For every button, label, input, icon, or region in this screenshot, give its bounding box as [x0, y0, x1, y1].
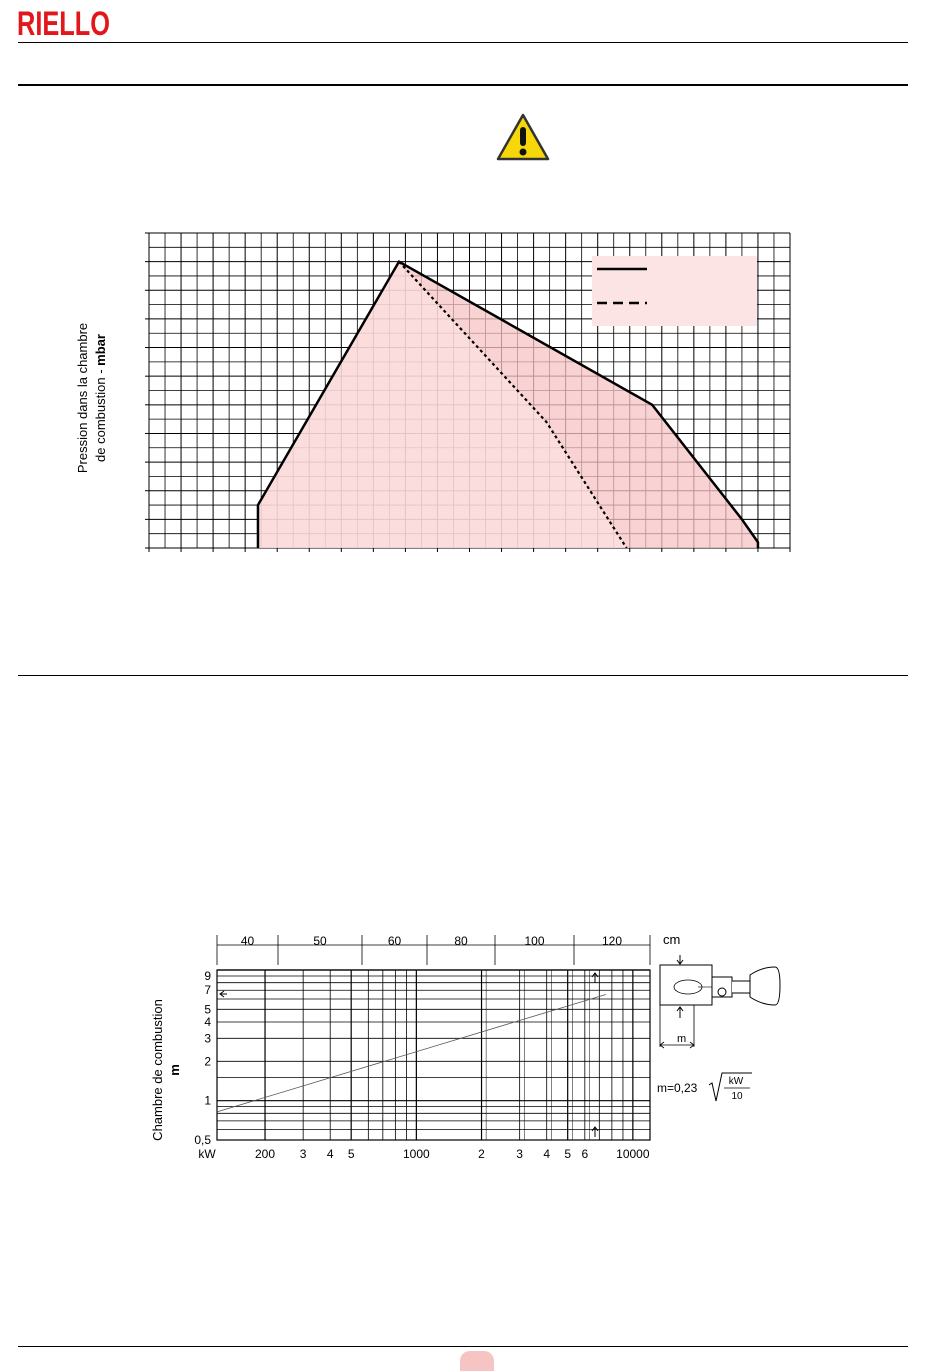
x-tick-labels: kW 200 3 4 5 1000 2 3 4 5 6 10000: [198, 1147, 650, 1161]
diagram-m-label: m: [677, 1033, 686, 1045]
y-tick-labels: 0,5 1 2 3 45 79: [194, 969, 211, 1147]
top-cm-scale: 40 50 60 80 100 120: [216, 934, 651, 965]
x-tick-label: kW: [198, 1147, 216, 1161]
svg-text:10: 10: [731, 1091, 743, 1102]
x-tick-label: 200: [255, 1147, 275, 1161]
x-tick-label: 6: [581, 1147, 588, 1161]
y-tick-label: 7: [204, 983, 211, 997]
logo-text: RIELLO: [17, 5, 110, 40]
x-tick-label: 2: [478, 1147, 485, 1161]
top-scale-label: 100: [524, 934, 544, 948]
legend-box: [592, 256, 757, 326]
svg-text:kW: kW: [729, 1076, 744, 1087]
warning-triangle-icon: [496, 113, 550, 161]
x-tick-label: 5: [348, 1147, 355, 1161]
up-arrow-icon-lower: [591, 1126, 599, 1137]
y-tick-label: 0,5: [194, 1133, 211, 1147]
y-axis-unit: m: [167, 1064, 182, 1076]
top-scale-label: 40: [241, 934, 255, 948]
footer-rule: [18, 1346, 908, 1347]
y-tick-label: 1: [204, 1094, 211, 1108]
svg-text:m=0,23: m=0,23: [657, 1081, 698, 1095]
x-tick-label: 5: [564, 1147, 571, 1161]
x-tick-label: 10000: [616, 1147, 650, 1161]
riello-logo: RIELLO: [17, 5, 110, 40]
left-arrow-icon: [219, 990, 227, 998]
formula: m=0,23 kW 10: [657, 1072, 752, 1102]
y-tick-label: 4: [204, 1015, 211, 1029]
working-range-inner-fill: [257, 261, 627, 548]
series-dashed-line: [398, 260, 628, 548]
y-tick-label: 3: [204, 1031, 211, 1045]
section-rule-top: [18, 84, 908, 86]
x-tick-label: 4: [327, 1147, 334, 1161]
top-scale-label: 120: [602, 934, 622, 948]
chamber-length-line: [216, 994, 606, 1113]
page-number-badge: [460, 1351, 494, 1371]
x-tick-label: 1000: [403, 1147, 430, 1161]
x-tick-label: 4: [543, 1147, 550, 1161]
x-tick-label: 3: [300, 1147, 307, 1161]
top-scale-label: 50: [313, 934, 327, 948]
section-rule-middle: [18, 675, 908, 676]
top-scale-label: 80: [454, 934, 468, 948]
top-scale-label: 60: [388, 934, 402, 948]
burner-diagram: [659, 955, 781, 1049]
y-tick-label: 2: [204, 1054, 211, 1068]
top-scale-unit: cm: [663, 932, 680, 947]
firing-range-chart: Pression dans la chambre de combustion -…: [75, 232, 791, 552]
series-solid-line: [256, 259, 760, 548]
log-grid: [216, 969, 651, 1141]
x-tick-label: 3: [516, 1147, 523, 1161]
y-tick-label: 5: [204, 1002, 211, 1016]
y-axis-label-line2: de combustion - mbar: [93, 334, 108, 462]
y-axis-label: Chambre de combustion: [150, 999, 165, 1141]
header-rule: [18, 42, 908, 43]
y-axis-label-line1: Pression dans la chambre: [75, 323, 90, 473]
up-arrow-icon: [591, 972, 599, 983]
y-tick-label: 9: [204, 969, 211, 983]
